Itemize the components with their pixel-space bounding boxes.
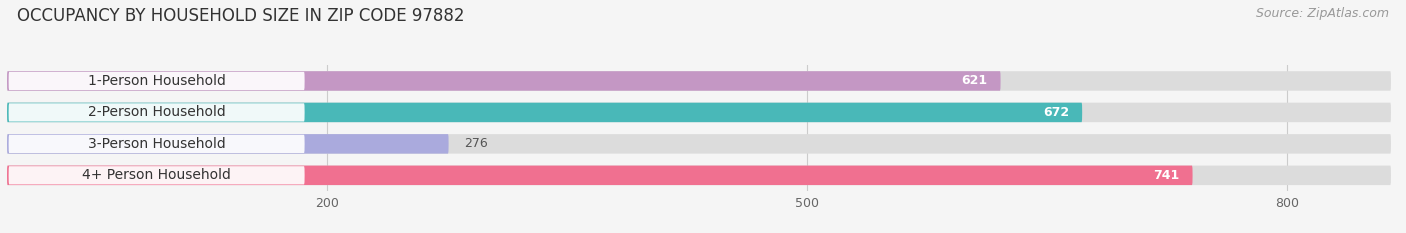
FancyBboxPatch shape bbox=[7, 166, 1192, 185]
Text: 4+ Person Household: 4+ Person Household bbox=[82, 168, 231, 182]
Text: 672: 672 bbox=[1043, 106, 1070, 119]
FancyBboxPatch shape bbox=[7, 71, 1001, 91]
Text: Source: ZipAtlas.com: Source: ZipAtlas.com bbox=[1256, 7, 1389, 20]
Text: OCCUPANCY BY HOUSEHOLD SIZE IN ZIP CODE 97882: OCCUPANCY BY HOUSEHOLD SIZE IN ZIP CODE … bbox=[17, 7, 464, 25]
FancyBboxPatch shape bbox=[7, 103, 1083, 122]
FancyBboxPatch shape bbox=[7, 166, 1391, 185]
FancyBboxPatch shape bbox=[8, 135, 305, 153]
Text: 741: 741 bbox=[1153, 169, 1180, 182]
FancyBboxPatch shape bbox=[7, 103, 1391, 122]
FancyBboxPatch shape bbox=[7, 134, 1391, 154]
FancyBboxPatch shape bbox=[7, 134, 449, 154]
Text: 3-Person Household: 3-Person Household bbox=[87, 137, 225, 151]
Text: 276: 276 bbox=[464, 137, 488, 150]
Text: 2-Person Household: 2-Person Household bbox=[87, 105, 225, 120]
Text: 1-Person Household: 1-Person Household bbox=[87, 74, 225, 88]
Text: 621: 621 bbox=[962, 75, 988, 87]
FancyBboxPatch shape bbox=[8, 166, 305, 185]
FancyBboxPatch shape bbox=[8, 103, 305, 122]
FancyBboxPatch shape bbox=[8, 72, 305, 90]
FancyBboxPatch shape bbox=[7, 71, 1391, 91]
